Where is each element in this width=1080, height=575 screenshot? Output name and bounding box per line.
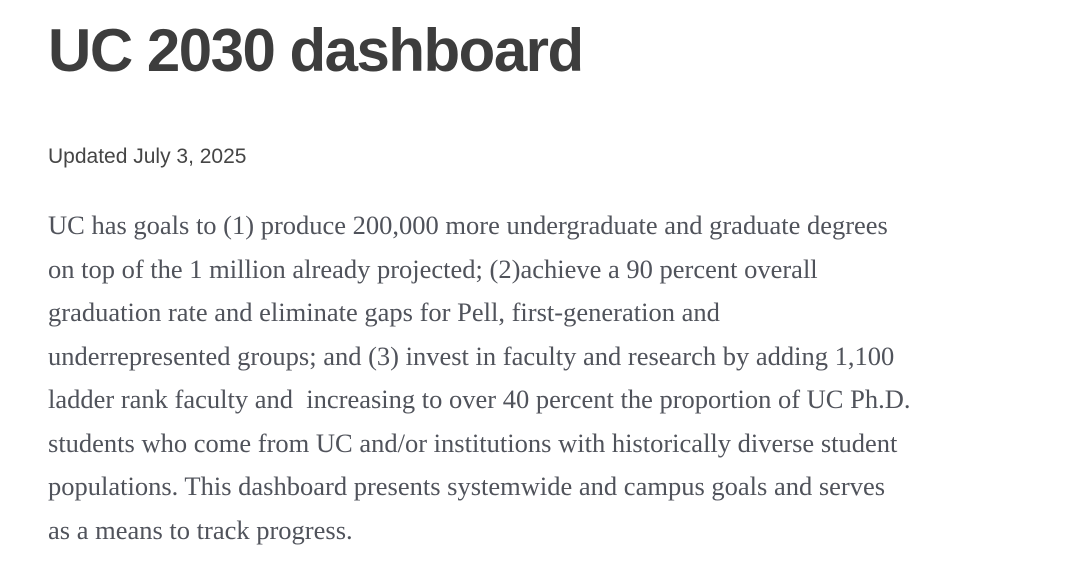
paragraph-line: underrepresented groups; and (3) invest … — [48, 340, 895, 371]
paragraph-line: UC has goals to (1) produce 200,000 more… — [48, 210, 888, 240]
updated-date: Updated July 3, 2025 — [48, 145, 247, 168]
paragraph-line: as a means to track progress. — [48, 514, 353, 545]
intro-paragraph: UC has goals to (1) produce 200,000 more… — [48, 204, 1040, 552]
paragraph-line: graduation rate and eliminate gaps for P… — [48, 297, 720, 327]
paragraph-line: on top of the 1 million already projecte… — [48, 253, 818, 284]
paragraph-line: students who come from UC and/or institu… — [48, 427, 898, 458]
page-title: UC 2030 dashboard — [48, 17, 584, 84]
paragraph-line: ladder rank faculty and increasing to ov… — [48, 384, 911, 414]
paragraph-line: populations. This dashboard presents sys… — [48, 471, 886, 501]
